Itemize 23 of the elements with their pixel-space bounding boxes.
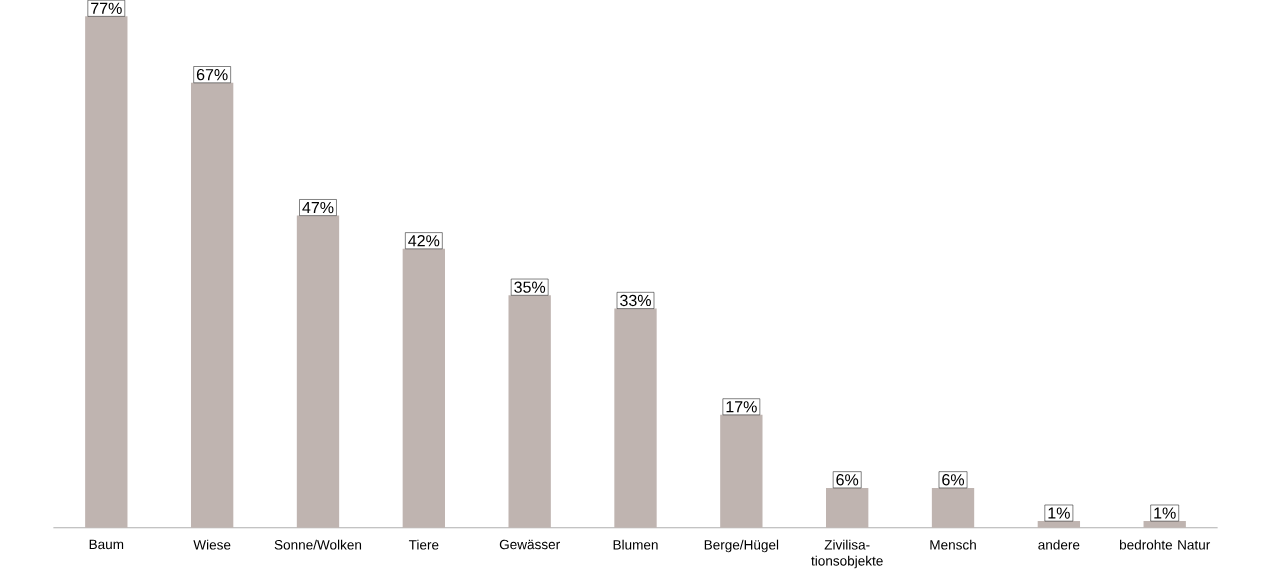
- bar: [296, 215, 340, 528]
- x-tick-label: Wiese: [193, 539, 231, 550]
- data-label: 47%: [302, 201, 334, 213]
- data-label: 1%: [1154, 507, 1176, 519]
- x-tick-label: Blumen: [613, 539, 658, 550]
- data-label: 77%: [91, 2, 122, 14]
- x-tick-label: Berge/Hügel: [704, 539, 779, 553]
- x-tick-label: Sonne/Wolken: [274, 539, 362, 550]
- x-tick-label: Baum: [89, 539, 124, 549]
- x-tick-label: Gewässer: [499, 539, 560, 550]
- x-tick-label: Zivilisa-tionsobjekte: [811, 539, 883, 569]
- data-label: 6%: [942, 473, 965, 486]
- data-label: 17%: [726, 400, 757, 413]
- data-label: 6%: [836, 473, 859, 486]
- x-tick-label: Mensch: [930, 539, 976, 550]
- data-label: 33%: [620, 294, 651, 306]
- data-label: 67%: [196, 68, 228, 81]
- x-tick-label: Tiere: [408, 539, 439, 550]
- data-label: 42%: [408, 234, 440, 247]
- x-tick-label: andere: [1038, 539, 1080, 550]
- data-label: 1%: [1048, 507, 1070, 519]
- data-label: 35%: [514, 281, 546, 293]
- x-tick-label: bedrohte Natur: [1120, 539, 1211, 550]
